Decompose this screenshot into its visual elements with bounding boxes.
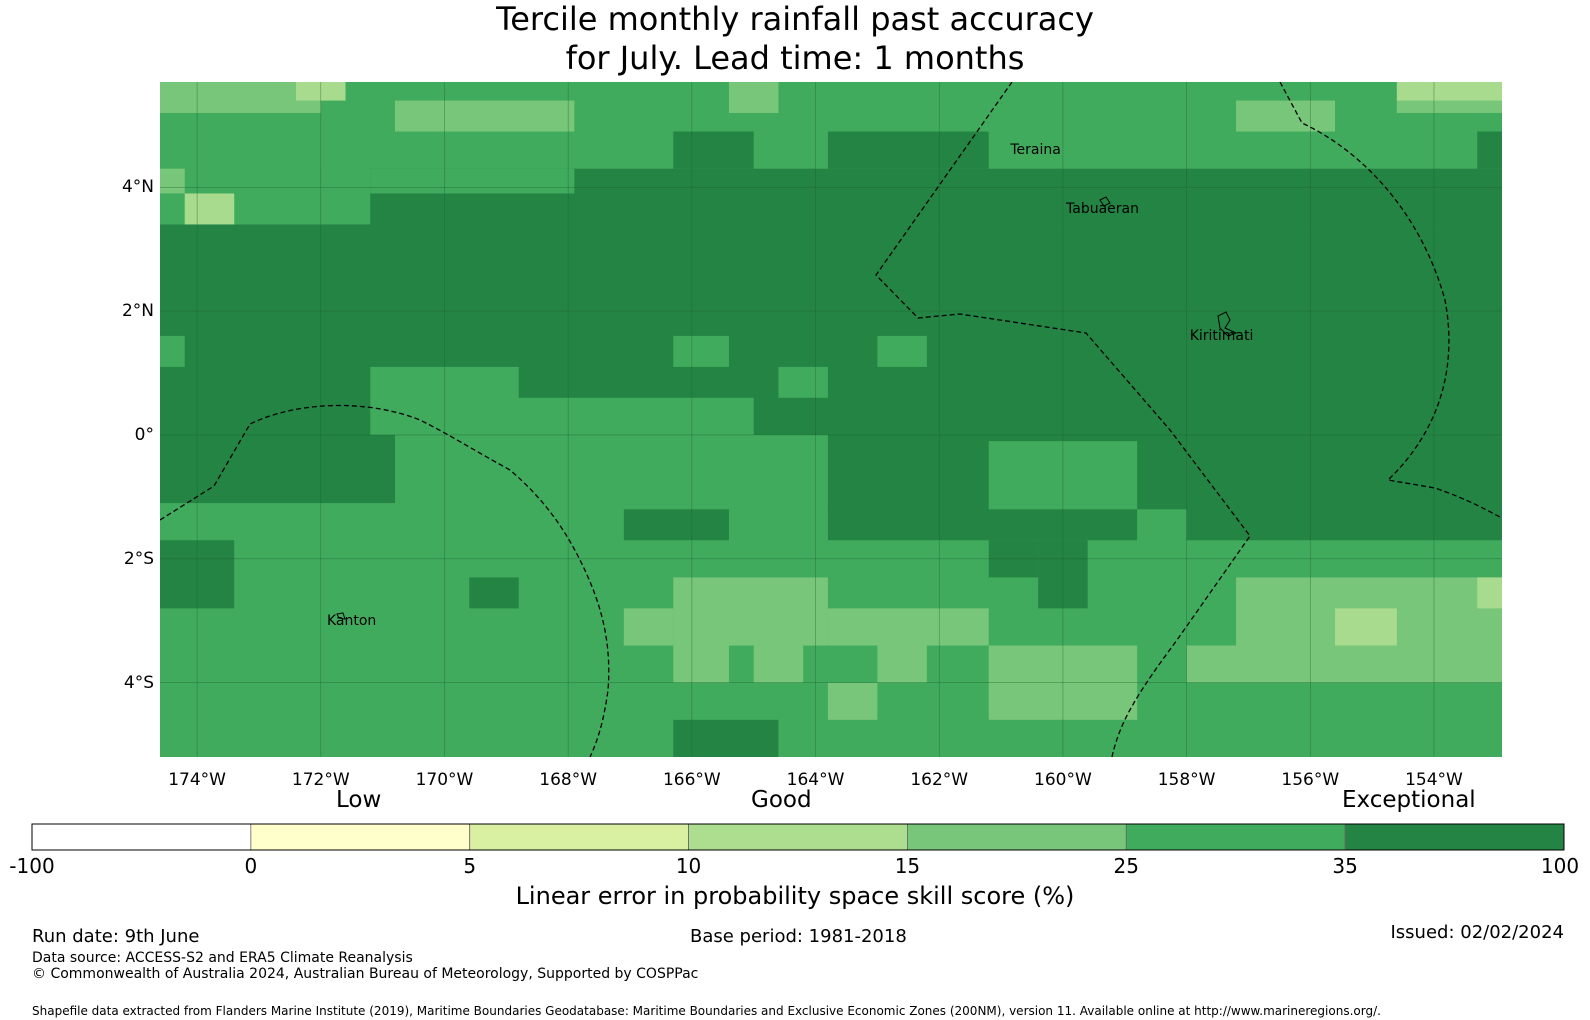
skill-cell-20 [370, 168, 575, 194]
lon-label-8: 158°W [1157, 770, 1216, 790]
colorbar-segment-3 [688, 823, 908, 851]
colorbar-segment-1 [250, 823, 471, 851]
lat-label-1: 2°N [121, 301, 154, 322]
colorbar-tick-7: 100 [1540, 854, 1580, 878]
skill-cell-18 [160, 335, 185, 367]
colorbar-title: Linear error in probability space skill … [515, 882, 1075, 910]
lat-label-0: 4°N [121, 177, 154, 198]
colorbar-tick-3: 10 [675, 854, 702, 878]
lon-label-3: 168°W [539, 770, 598, 790]
lat-label-4: 4°S [123, 672, 154, 693]
colorbar-tick-4: 15 [894, 854, 921, 878]
run-date: Run date: 9th June [32, 926, 200, 947]
skill-cell-0 [160, 224, 1502, 435]
eez-boundaries [160, 82, 1502, 757]
skill-cell-15 [673, 335, 729, 367]
base-period: Base period: 1981-2018 [690, 926, 907, 947]
place-label-teraina: Teraina [1010, 142, 1061, 159]
place-label-tabuaeran: Tabuaeran [1066, 200, 1139, 217]
place-label-kiritimati: Kiritimati [1189, 327, 1254, 344]
skill-cell-31 [673, 577, 828, 646]
copyright: © Commonwealth of Australia 2024, Austra… [32, 966, 699, 982]
lon-label-6: 162°W [910, 770, 969, 790]
skill-cell-7 [469, 577, 519, 609]
skill-cell-37 [673, 645, 729, 683]
colorbar-frame [31, 823, 1565, 851]
skill-cell-9 [673, 719, 779, 757]
skill-cell-23 [395, 100, 575, 132]
lon-label-1: 172°W [291, 770, 350, 790]
colorbar-tick-0: -100 [9, 854, 55, 878]
skill-cell-8 [623, 509, 729, 541]
island-coast-tabuaeran [1099, 196, 1111, 207]
colorbar-tick-5: 25 [1113, 854, 1139, 878]
skill-cells [160, 82, 1502, 757]
lat-label-3: 2°S [123, 548, 154, 569]
skill-cell-22 [160, 82, 321, 113]
eez-line-east [1279, 82, 1502, 519]
skill-cell-17 [778, 366, 828, 398]
colorbar-segment-6 [1344, 823, 1565, 851]
category-exceptional-label: Exceptional [1342, 787, 1476, 813]
skill-cell-42 [1477, 577, 1502, 609]
skill-cell-32 [827, 608, 989, 646]
map-title: Tercile monthly rainfall past accuracy f… [0, 0, 1590, 78]
colorbar [31, 823, 1565, 851]
skill-cell-28 [184, 193, 235, 225]
skill-cell-27 [160, 168, 185, 194]
colorbar-tick-1: 0 [244, 854, 258, 878]
colorbar-segment-2 [469, 823, 689, 851]
skill-cell-4 [160, 434, 396, 504]
shapefile-credit: Shapefile data extracted from Flanders M… [32, 1004, 1381, 1018]
graticule [160, 82, 1502, 757]
skill-cell-39 [827, 682, 878, 720]
map-title-line-2: for July. Lead time: 1 months [565, 39, 1025, 77]
data-source: Data source: ACCESS-S2 and ERA5 Climate … [32, 950, 413, 966]
skill-cell-35 [1186, 645, 1502, 683]
skill-cell-24 [728, 82, 779, 113]
skill-cell-41 [1335, 608, 1397, 646]
colorbar-tick-6: 35 [1332, 854, 1358, 878]
lon-label-4: 166°W [662, 770, 721, 790]
category-low-label: Low [336, 787, 382, 813]
category-good-label: Good [751, 787, 812, 813]
lon-label-0: 174°W [168, 770, 226, 790]
skill-cell-38 [753, 645, 804, 683]
skill-cell-16 [877, 335, 927, 367]
colorbar-segment-5 [1125, 823, 1346, 851]
lat-label-2: 0° [134, 424, 154, 445]
colorbar-tick-2: 5 [463, 854, 477, 878]
place-label-kanton: Kanton [326, 612, 377, 629]
map-title-line-1: Tercile monthly rainfall past accuracy [496, 0, 1094, 38]
eez-line-line-islands [875, 82, 1251, 757]
lon-label-9: 156°W [1281, 770, 1340, 790]
skill-cell-30 [1396, 82, 1502, 101]
eez-line-phoenix [160, 404, 610, 757]
skill-cell-25 [1236, 100, 1336, 132]
lon-label-10: 154°W [1405, 770, 1463, 790]
skill-cell-12 [1477, 131, 1502, 169]
lon-label-5: 164°W [786, 770, 845, 790]
skill-cell-40 [877, 645, 927, 683]
skill-cell-36 [623, 608, 674, 646]
lon-label-2: 170°W [415, 770, 474, 790]
colorbar-segment-4 [907, 823, 1127, 851]
issued-date: Issued: 02/02/2024 [1390, 922, 1564, 943]
colorbar-segment-0 [31, 823, 252, 851]
skill-cell-10 [827, 131, 989, 169]
island-coast-kanton [336, 612, 346, 620]
skill-cell-11 [673, 131, 754, 169]
island-coast-kiritimati [1217, 311, 1238, 337]
lon-label-7: 160°W [1034, 770, 1092, 790]
skill-cell-2 [1186, 434, 1502, 541]
